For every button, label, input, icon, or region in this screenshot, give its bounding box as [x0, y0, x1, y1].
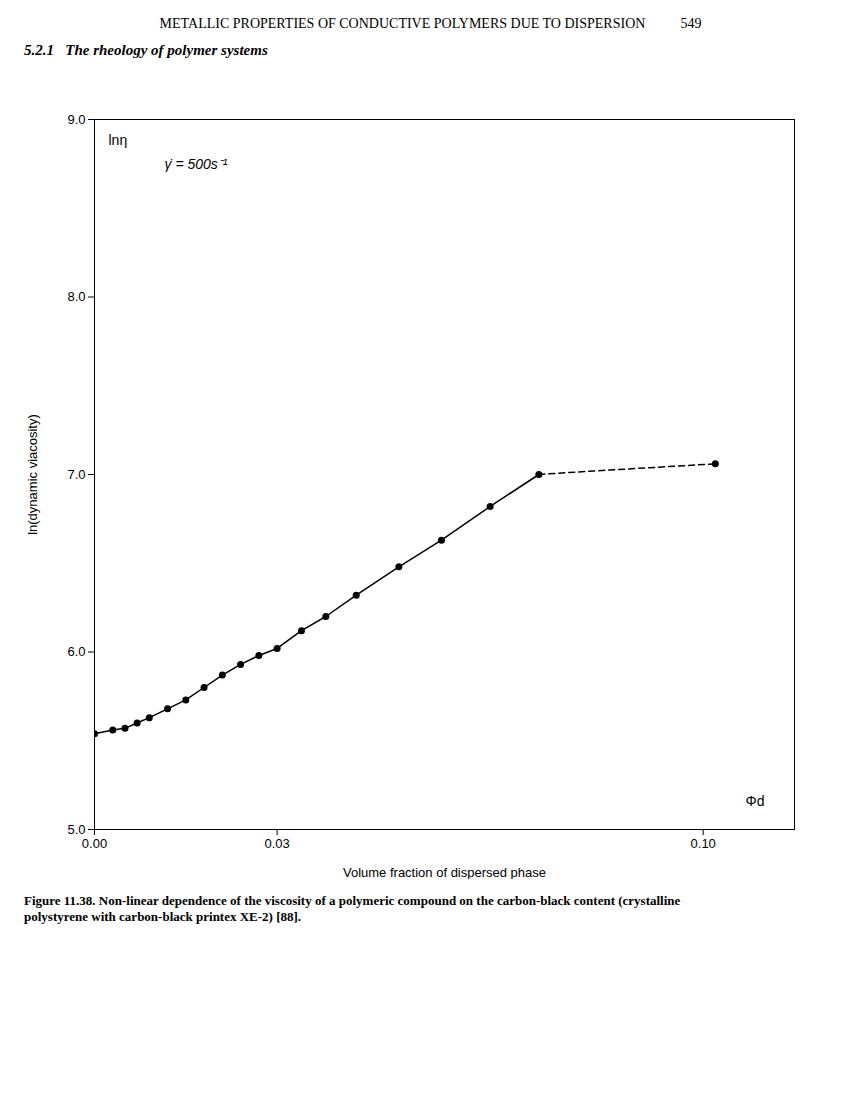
svg-text:γ̇ = 500s⁻¹: γ̇ = 500s⁻¹ [165, 156, 228, 172]
html-text:Figure 11.38. Non-linear depen: Figure 11.38. Non-linear dependence of t… [24, 893, 681, 924]
svg-text:lnη: lnη [109, 132, 128, 148]
svg-text:Volume fraction of dispersed p: Volume fraction of dispersed phase [343, 865, 546, 880]
svg-text:7.0: 7.0 [67, 467, 85, 482]
svg-text:0.10: 0.10 [691, 836, 716, 851]
svg-text:8.0: 8.0 [67, 289, 85, 304]
svg-text:0.00: 0.00 [82, 836, 107, 851]
svg-text:6.0: 6.0 [67, 644, 85, 659]
svg-text:ln(dynamic viacosity): ln(dynamic viacosity) [25, 414, 40, 535]
html-text:5.2.1 The rheology of polymer: 5.2.1 The rheology of polymer systems [24, 42, 268, 58]
svg-text:5.0: 5.0 [67, 822, 85, 837]
svg-text:0.03: 0.03 [264, 836, 289, 851]
html-text:METALLIC PROPERTIES OF CONDUCT: METALLIC PROPERTIES OF CONDUCTIVE POLYME… [159, 16, 702, 31]
svg-text:Φd: Φd [746, 793, 765, 809]
svg-text:9.0: 9.0 [67, 112, 85, 127]
